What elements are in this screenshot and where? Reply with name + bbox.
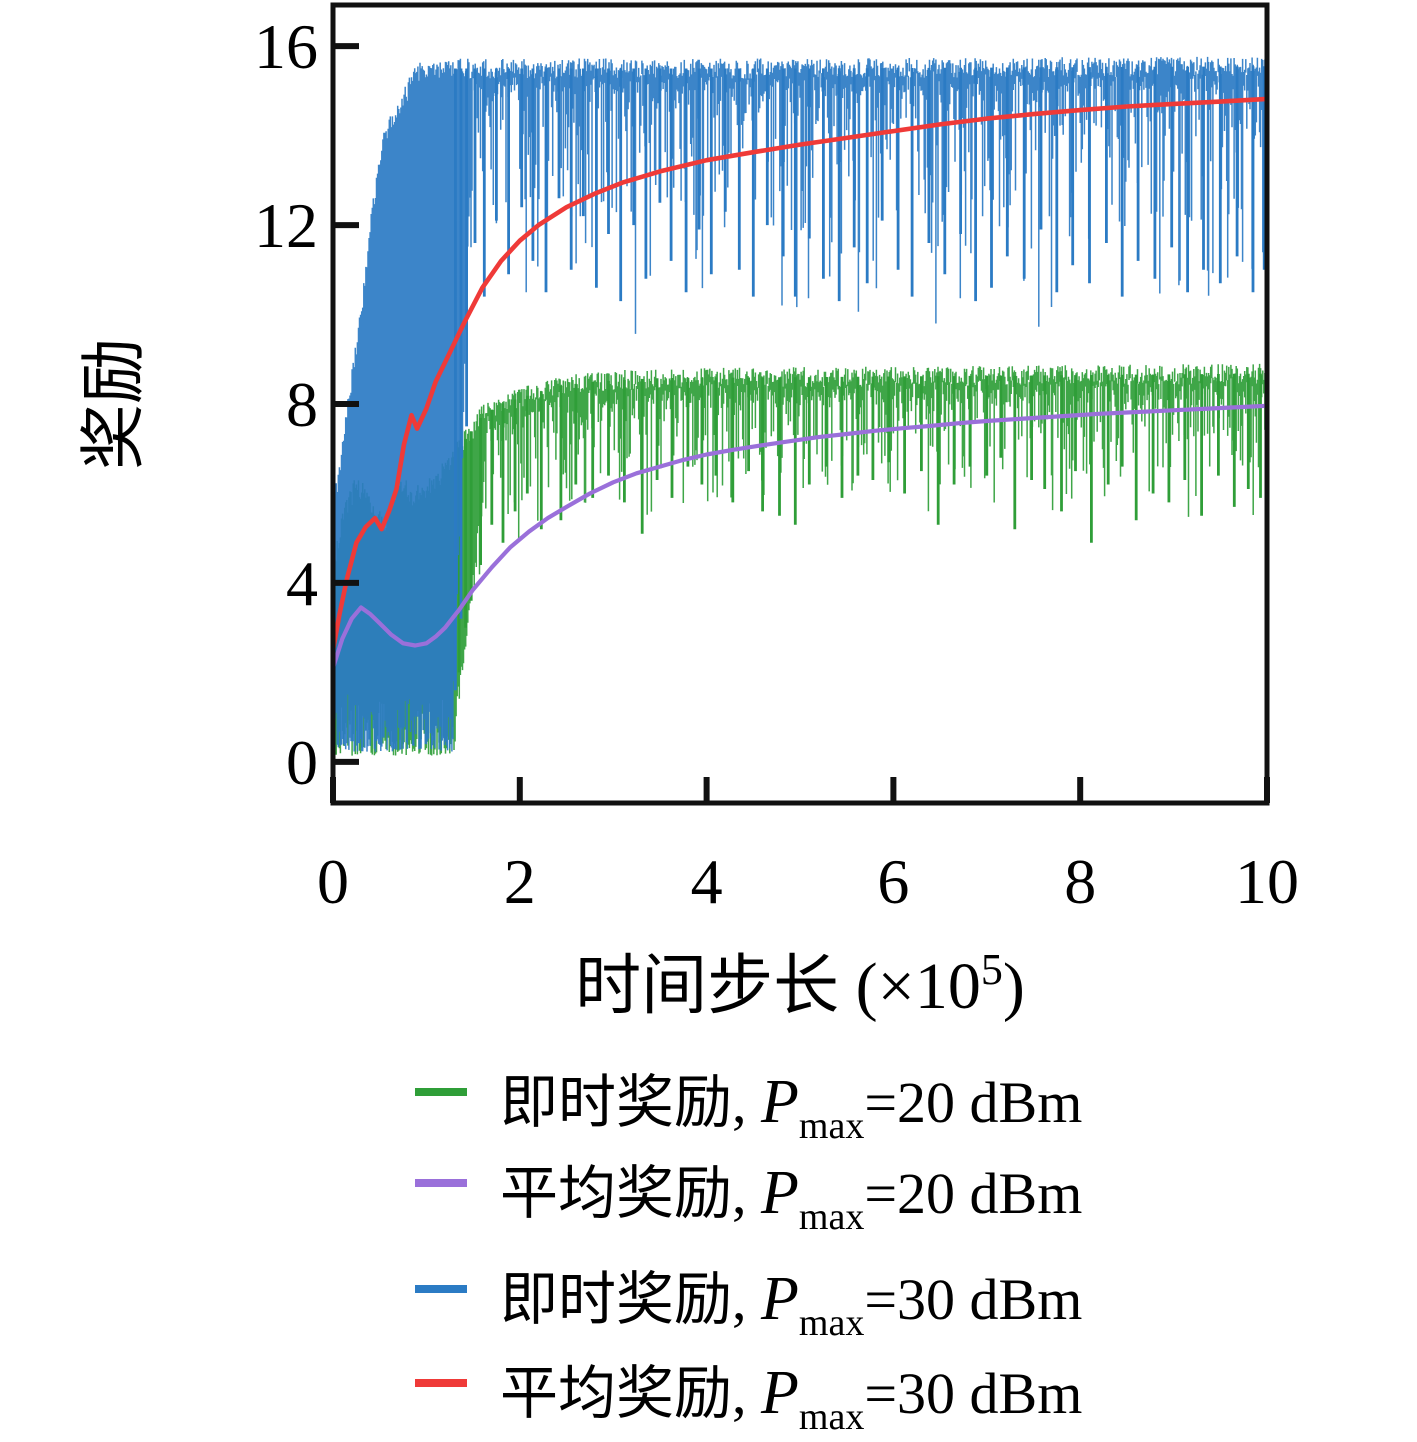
- legend-label: 平均奖励, Pmax=20 dBm: [500, 1159, 1082, 1238]
- tick-labels: 0 2 4 6 8 10 0 4 8 12 16: [254, 11, 1299, 917]
- series-mean-20dbm-line: [333, 403, 1267, 670]
- x-tick-label: 4: [691, 846, 723, 917]
- legend-label: 平均奖励, Pmax=30 dBm: [500, 1359, 1082, 1438]
- x-tick-label: 2: [504, 846, 536, 917]
- legend: 即时奖励, Pmax=20 dBm 平均奖励, Pmax=20 dBm 即时奖励…: [415, 1068, 1082, 1438]
- series-mean-30dbm-line: [333, 96, 1267, 653]
- x-axis-label-close: ): [1003, 950, 1025, 1023]
- series-instant-30dbm-spikes: [454, 66, 1266, 691]
- y-axis-label: 奖励: [78, 338, 151, 470]
- series-layer: [333, 56, 1267, 756]
- legend-label: 即时奖励, Pmax=20 dBm: [500, 1068, 1082, 1147]
- y-tick-label: 12: [254, 190, 318, 261]
- x-tick-label: 0: [317, 846, 349, 917]
- legend-label: 即时奖励, Pmax=30 dBm: [500, 1265, 1082, 1344]
- legend-row-instant-30dbm: 即时奖励, Pmax=30 dBm: [415, 1265, 1082, 1344]
- legend-row-mean-20dbm: 平均奖励, Pmax=20 dBm: [415, 1159, 1082, 1238]
- y-tick-label: 0: [286, 727, 318, 798]
- axes: [330, 2, 1270, 806]
- y-tick-label: 16: [254, 11, 318, 82]
- x-tick-label: 8: [1064, 846, 1096, 917]
- series-instant-20dbm-spikes: [457, 373, 1262, 673]
- series-instant-20dbm-band: [333, 363, 1267, 756]
- x-tick-label: 10: [1235, 846, 1299, 917]
- x-axis-label-main: 时间步长: [575, 950, 839, 1023]
- legend-row-instant-20dbm: 即时奖励, Pmax=20 dBm: [415, 1068, 1082, 1147]
- x-axis-label-exponent: 5: [981, 945, 1003, 994]
- x-axis-label: 时间步长 (×105): [575, 945, 1025, 1023]
- x-axis-label-unit: (×10: [839, 950, 981, 1023]
- legend-row-mean-30dbm: 平均奖励, Pmax=30 dBm: [415, 1359, 1082, 1438]
- y-tick-label: 4: [286, 548, 318, 619]
- y-tick-label: 8: [286, 369, 318, 440]
- x-tick-label: 6: [877, 846, 909, 917]
- series-instant-30dbm-band: [333, 56, 1267, 752]
